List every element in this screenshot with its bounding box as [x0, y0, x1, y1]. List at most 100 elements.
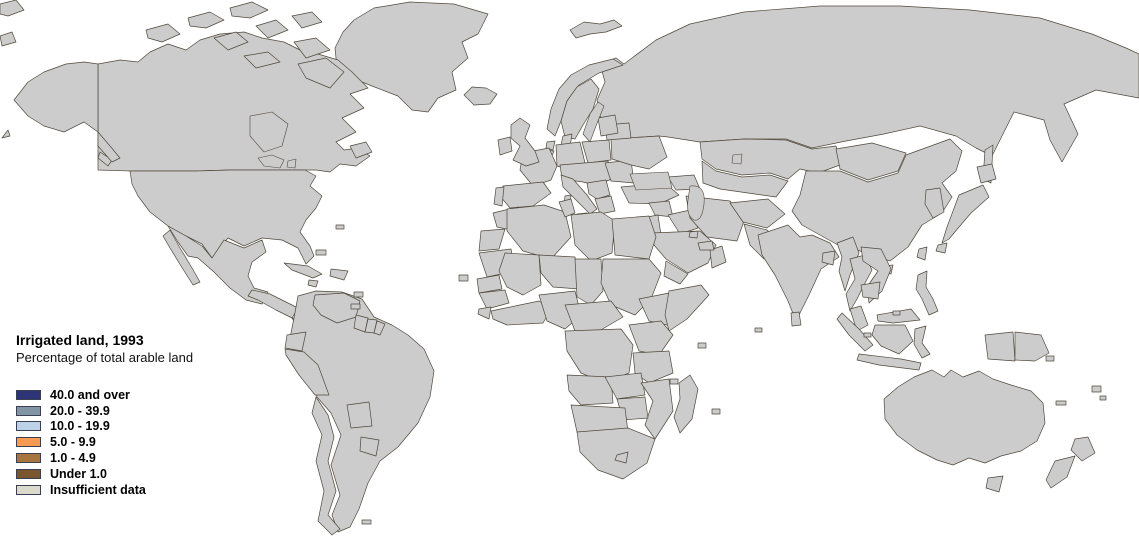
region-afghanistan	[729, 198, 786, 229]
region-yemen	[663, 260, 689, 285]
hudson-bay	[249, 111, 289, 153]
region-tanzania	[632, 350, 674, 384]
island-fiji	[1091, 385, 1102, 393]
region-baffin-island	[297, 57, 345, 89]
region-libya	[570, 211, 616, 262]
region-uk	[510, 117, 540, 167]
legend-label: 20.0 - 39.9	[50, 403, 110, 418]
region-senegal	[476, 274, 503, 294]
region-chukotka-fragment	[0, 31, 17, 47]
region-madagascar	[673, 374, 699, 434]
region-aleutians	[1, 129, 11, 139]
legend-item: 20.0 - 39.9	[16, 403, 193, 419]
island-brunei	[892, 310, 901, 316]
legend-item: 5.0 - 9.9	[16, 434, 193, 450]
region-alaska-panhandle	[97, 131, 121, 163]
region-canada-island	[243, 51, 281, 69]
region-tasmania	[985, 475, 1004, 493]
region-west-africa-coast	[490, 300, 552, 326]
legend-item: Under 1.0	[16, 466, 193, 482]
region-honshu	[941, 184, 990, 244]
great-lakes	[257, 154, 285, 169]
region-western-sahara	[478, 228, 506, 252]
black-sea	[629, 171, 673, 191]
legend-swatch	[16, 453, 41, 464]
region-canada-island	[255, 19, 289, 39]
region-greenland	[334, 1, 489, 113]
region-bangladesh	[821, 250, 836, 266]
region-saudi-arabia	[651, 230, 717, 274]
region-gulf-states	[697, 240, 715, 251]
region-mongolia	[835, 142, 907, 181]
legend-swatch	[16, 405, 41, 416]
caspian-sea	[687, 185, 705, 221]
island-antilles-a	[353, 291, 364, 298]
region-sulawesi	[913, 325, 931, 359]
region-chukotka-fragment	[0, 0, 25, 17]
region-italy	[560, 174, 598, 215]
region-new-zealand-north	[1070, 436, 1096, 462]
region-paraguay	[346, 401, 373, 429]
region-malaysia	[849, 305, 869, 332]
region-greece	[594, 195, 616, 215]
region-new-zealand-south	[1045, 455, 1076, 489]
region-portugal	[493, 186, 505, 207]
legend-item: 1.0 - 4.9	[16, 450, 193, 466]
region-russia	[596, 5, 1139, 163]
region-canada-island	[293, 37, 331, 59]
region-central-asia	[701, 160, 789, 198]
region-uruguay	[359, 436, 380, 457]
water-bodies-group	[249, 101, 743, 221]
region-canada-island	[213, 31, 249, 51]
region-baja-california	[162, 229, 201, 286]
legend-swatch	[16, 421, 41, 432]
region-lesotho	[614, 451, 629, 464]
region-baltics	[597, 114, 619, 137]
region-iceland	[463, 86, 498, 106]
region-angola	[566, 374, 614, 406]
region-spain	[499, 181, 552, 209]
region-kenya-uganda	[628, 320, 674, 356]
region-somalia	[664, 284, 710, 332]
region-guinea	[478, 289, 510, 310]
aral-sea	[731, 153, 743, 165]
region-papua-new-guinea	[1014, 331, 1050, 362]
legend: Irrigated land, 1993 Percentage of total…	[16, 331, 193, 498]
south-america-group	[284, 290, 435, 536]
region-korea	[924, 187, 945, 219]
island-fiji	[1099, 395, 1107, 401]
region-philippines	[915, 270, 939, 316]
region-kuwait	[688, 230, 699, 239]
region-india	[757, 224, 840, 322]
region-peru	[284, 348, 330, 396]
region-netherlands	[545, 140, 556, 151]
region-tunisia	[558, 198, 576, 218]
region-south-africa	[576, 427, 656, 480]
region-kyushu	[935, 242, 948, 254]
small-islands-group	[315, 224, 1107, 525]
region-balkans	[586, 179, 611, 200]
legend-swatch	[16, 389, 41, 400]
region-java	[856, 353, 922, 371]
legend-swatch	[16, 468, 41, 479]
island-maldives	[754, 327, 763, 333]
island-seychelles	[697, 342, 707, 349]
great-lakes	[286, 158, 297, 169]
region-borneo-malaysia	[876, 308, 921, 324]
oceania-group	[883, 369, 1096, 493]
region-svalbard	[569, 19, 623, 39]
legend-label: 10.0 - 19.9	[50, 419, 110, 434]
region-central-america	[247, 289, 299, 319]
region-canada-island	[291, 11, 323, 29]
region-kalimantan	[871, 324, 914, 355]
region-canada-island	[229, 1, 269, 19]
legend-item: 40.0 and over	[16, 387, 193, 403]
region-poland	[581, 139, 612, 164]
region-cameroon-car	[564, 300, 624, 332]
region-ukraine	[610, 135, 668, 170]
region-chile	[311, 396, 341, 536]
region-sri-lanka	[790, 311, 802, 327]
legend-label: Insufficient data	[50, 482, 146, 497]
region-niger	[538, 254, 580, 290]
region-ecuador	[284, 331, 307, 352]
